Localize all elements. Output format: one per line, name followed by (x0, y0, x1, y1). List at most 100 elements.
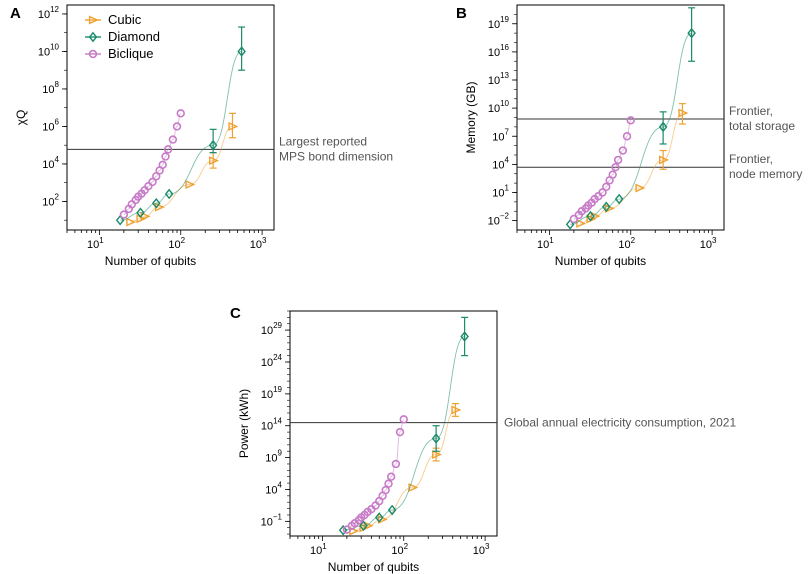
y-tick-label: 1029 (261, 321, 283, 337)
legend-marker (88, 49, 98, 59)
y-tick-label: 102 (42, 192, 59, 208)
fit-curve (353, 409, 456, 532)
panel-letter: A (10, 5, 21, 22)
legend-marker (88, 31, 98, 43)
data-point (151, 197, 161, 209)
y-tick-label: 107 (492, 127, 509, 143)
data-point (565, 219, 575, 230)
data-point (136, 207, 145, 219)
y-tick-label: 1014 (261, 417, 283, 433)
legend-label: Biclique (108, 46, 154, 61)
data-point (614, 193, 624, 205)
reference-line-label: Global annual electricity consumption, 2… (504, 416, 736, 430)
x-axis-label: Number of qubits (555, 254, 646, 268)
x-axis-label: Number of qubits (105, 254, 196, 268)
data-point (658, 121, 668, 133)
y-tick-label: 1024 (261, 353, 283, 369)
data-point (237, 46, 246, 57)
y-tick-label: 1019 (488, 15, 510, 31)
y-axis-label: Memory (GB) (464, 81, 478, 153)
data-point (163, 145, 173, 154)
y-tick-label: 10−1 (261, 512, 283, 528)
x-tick-label: 103 (700, 236, 717, 251)
data-point (635, 183, 646, 193)
x-tick-label: 101 (537, 236, 554, 251)
data-point (172, 122, 182, 131)
y-tick-label: 108 (42, 80, 59, 96)
data-point (618, 146, 628, 155)
x-axis: 101 102 103 (516, 230, 717, 251)
data-point (626, 116, 635, 125)
data-point (338, 524, 348, 536)
x-axis-label: Number of qubits (328, 560, 419, 574)
data-point (608, 170, 617, 179)
data-point (678, 108, 689, 118)
data-point (598, 188, 607, 197)
series-cubic (576, 103, 689, 228)
legend-label: Diamond (108, 29, 160, 44)
y-tick-label: 104 (492, 155, 509, 171)
data-point (208, 139, 218, 151)
data-point (611, 162, 620, 172)
series-diamond (115, 26, 246, 226)
panel-a: A 101 102 103 102 104 106 108 1010 1012 Number of … (10, 4, 393, 268)
panel-letter: B (456, 5, 467, 22)
data-point (602, 182, 611, 192)
y-axis-label: Power (kWh) (237, 389, 251, 458)
plot-frame (289, 310, 498, 537)
reference-line-label: Frontier, total storage (729, 104, 795, 133)
fit-curve (580, 112, 683, 224)
reference-line-label: Frontier, node memory (729, 152, 802, 181)
x-axis: 101 102 103 (289, 536, 490, 557)
y-tick-label: 1019 (261, 385, 283, 401)
fit-curve (343, 336, 465, 531)
y-axis: 102 104 106 108 1010 1012 (38, 5, 67, 221)
panel-c: C 101 102 103 10−1 104 109 1014 1019 1024 1029 Numb… (230, 305, 736, 574)
data-point (391, 459, 401, 469)
y-tick-label: 10−2 (488, 212, 510, 228)
x-tick-label: 103 (250, 236, 267, 251)
x-tick-label: 102 (168, 236, 185, 251)
fit-curve (573, 119, 632, 220)
data-point (209, 156, 220, 166)
data-point (399, 415, 408, 424)
data-point (460, 331, 469, 342)
y-tick-label: 104 (265, 480, 282, 496)
data-point (144, 182, 153, 191)
data-point (228, 121, 239, 131)
series-diamond (565, 7, 696, 230)
legend-label: Cubic (108, 12, 142, 27)
data-point (576, 218, 587, 228)
data-point (126, 217, 137, 227)
data-point (622, 132, 632, 141)
data-point (386, 472, 396, 481)
data-point (185, 180, 196, 189)
x-tick-label: 102 (391, 542, 408, 557)
x-axis: 101 102 103 (66, 230, 267, 251)
fit-curve (130, 126, 233, 223)
data-point (384, 479, 393, 488)
y-axis: 10−1 104 109 1014 1019 1024 1029 (261, 310, 290, 535)
data-point (387, 504, 397, 516)
data-point (359, 520, 368, 532)
data-point (586, 210, 595, 222)
fit-curve (570, 32, 692, 225)
legend-item-diamond: Diamond (85, 29, 160, 44)
x-tick-label: 101 (310, 542, 327, 557)
fit-curve (123, 112, 182, 215)
series-diamond (338, 316, 469, 536)
y-tick-label: 1010 (488, 99, 510, 115)
data-point (119, 210, 129, 219)
series-biclique (569, 116, 635, 224)
plot-frame (66, 4, 275, 231)
series-biclique (342, 415, 408, 534)
y-tick-label: 1013 (488, 71, 510, 87)
y-tick-label: 109 (265, 449, 282, 465)
y-tick-label: 101 (492, 184, 509, 200)
data-point (168, 135, 178, 144)
series-biclique (119, 109, 185, 219)
y-tick-label: 106 (42, 117, 59, 133)
legend-marker (88, 15, 99, 25)
data-point (431, 433, 441, 444)
